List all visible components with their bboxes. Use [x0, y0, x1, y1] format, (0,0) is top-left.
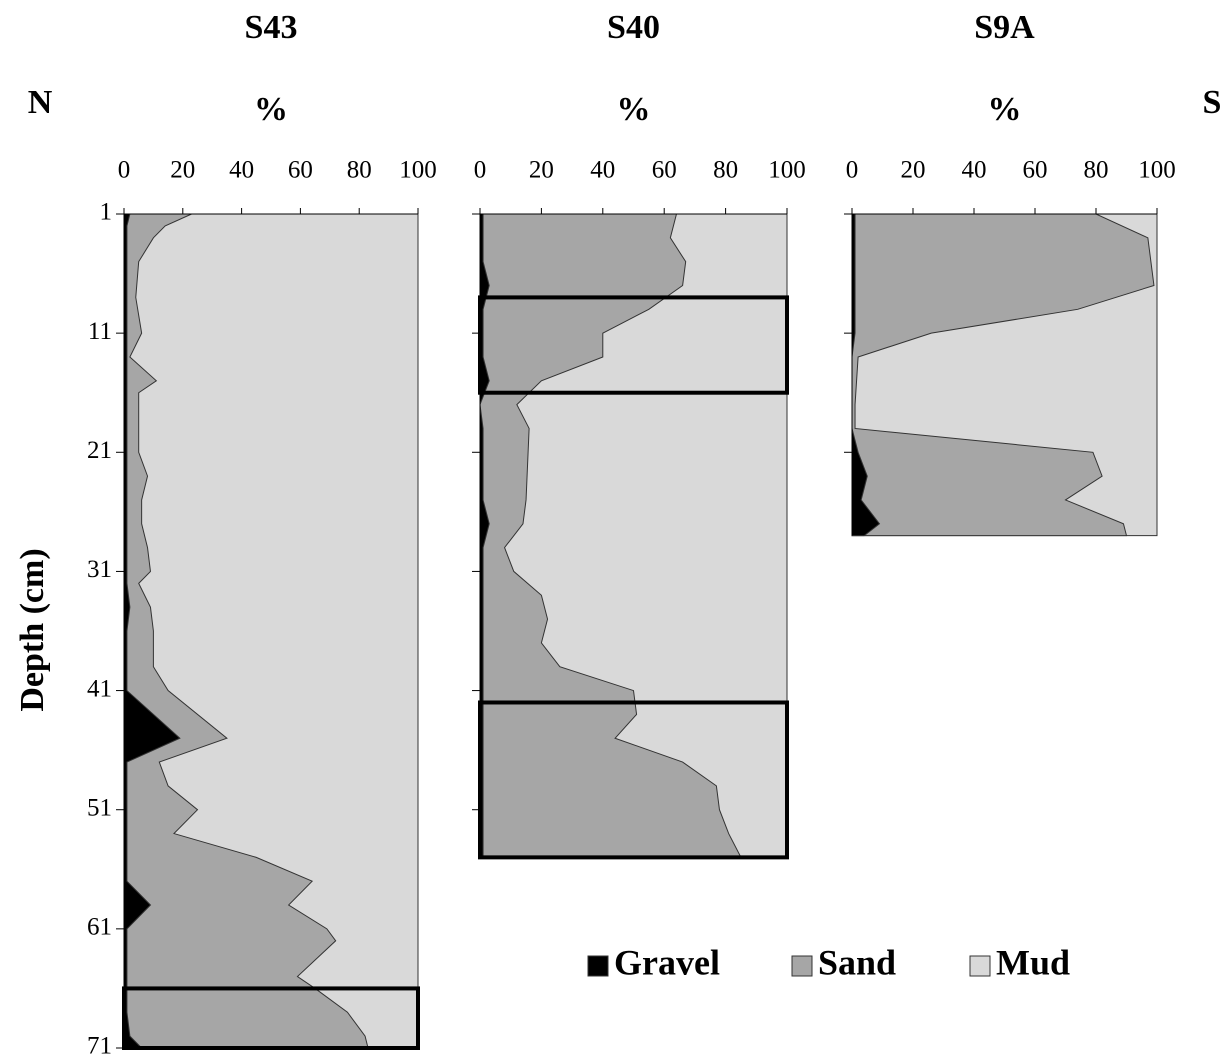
direction-label: S — [1203, 84, 1222, 121]
area — [123, 213, 369, 1049]
x-tick-label: 80 — [347, 157, 372, 184]
area — [123, 213, 419, 1049]
x-axis-label: % — [988, 91, 1022, 128]
legend-label: Gravel — [614, 942, 720, 982]
y-tick-label: 21 — [87, 437, 112, 464]
y-tick-label: 1 — [100, 199, 113, 226]
x-tick-label: 40 — [590, 157, 615, 184]
x-tick-label: 80 — [713, 157, 738, 184]
legend-swatch — [791, 955, 813, 977]
x-tick-label: 20 — [170, 157, 195, 184]
x-tick-label: 40 — [229, 157, 254, 184]
x-tick-label: 100 — [399, 157, 437, 184]
legend-swatch — [969, 955, 991, 977]
y-tick-label: 71 — [87, 1033, 112, 1060]
y-tick-label: 61 — [87, 914, 112, 941]
x-tick-label: 60 — [652, 157, 677, 184]
legend-label: Sand — [818, 942, 896, 982]
x-tick-label: 0 — [474, 157, 487, 184]
y-tick-label: 11 — [88, 318, 112, 345]
direction-label: N — [28, 84, 53, 121]
x-tick-label: 60 — [1023, 157, 1048, 184]
x-tick-label: 40 — [962, 157, 987, 184]
legend-swatch — [587, 955, 609, 977]
chart-title: S43 — [245, 9, 298, 46]
area — [479, 213, 490, 858]
highlight-box — [478, 700, 789, 860]
x-tick-label: 20 — [901, 157, 926, 184]
x-tick-label: 20 — [529, 157, 554, 184]
highlight-box — [122, 986, 420, 1051]
legend-label: Mud — [996, 942, 1070, 982]
area — [479, 213, 742, 858]
chart-title: S40 — [607, 9, 660, 46]
highlight-box — [478, 295, 789, 395]
x-tick-label: 0 — [846, 157, 859, 184]
x-tick-label: 100 — [1138, 157, 1176, 184]
x-tick-label: 100 — [768, 157, 806, 184]
chart-title: S9A — [974, 9, 1035, 46]
x-tick-label: 80 — [1084, 157, 1109, 184]
x-tick-label: 0 — [118, 157, 131, 184]
y-tick-label: 51 — [87, 794, 112, 821]
x-axis-label: % — [254, 91, 288, 128]
x-axis-label: % — [617, 91, 651, 128]
area — [123, 213, 181, 1049]
y-tick-label: 31 — [87, 556, 112, 583]
y-tick-label: 41 — [87, 675, 112, 702]
area — [851, 213, 1155, 537]
y-axis-label: Depth (cm) — [14, 548, 51, 711]
x-tick-label: 60 — [288, 157, 313, 184]
